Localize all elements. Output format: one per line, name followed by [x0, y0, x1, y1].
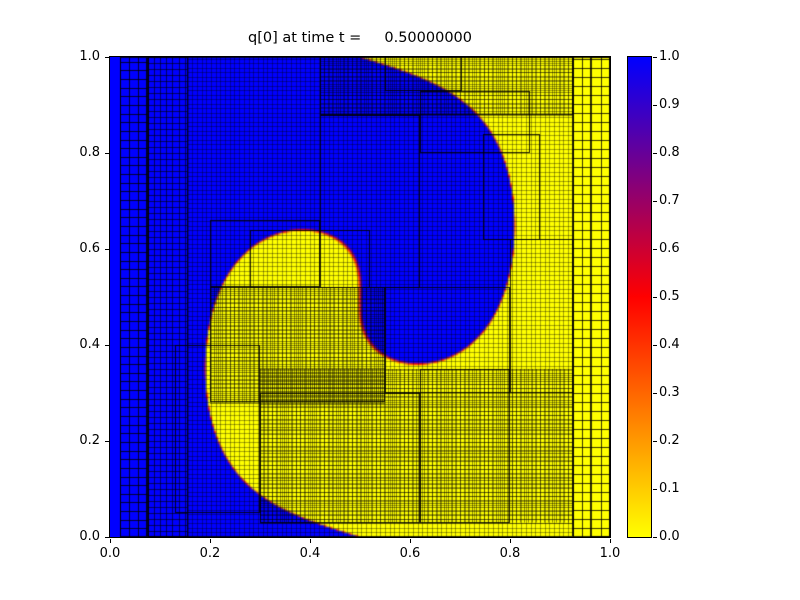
colorbar-tick-label: 0.1 [659, 481, 680, 496]
y-tick-label: 1.0 [79, 49, 100, 64]
colorbar-tick-mark [653, 105, 657, 106]
x-tick-label: 1.0 [599, 546, 621, 561]
plot-axes [109, 56, 611, 538]
y-tick-label: 0.0 [79, 529, 100, 544]
colorbar-tick-label: 0.0 [659, 529, 680, 544]
colorbar-tick-label: 0.8 [659, 145, 680, 160]
y-tick-label: 0.4 [79, 337, 100, 352]
y-tick-mark [105, 57, 109, 58]
x-tick-mark [210, 539, 211, 543]
colorbar-tick-mark [653, 153, 657, 154]
plot-title: q[0] at time t = 0.50000000 [247, 30, 473, 46]
colorbar-tick-mark [653, 489, 657, 490]
colorbar-tick-mark [653, 249, 657, 250]
colorbar-tick-label: 0.5 [659, 289, 680, 304]
x-tick-label: 0.4 [299, 546, 321, 561]
colorbar-tick-label: 0.7 [659, 193, 680, 208]
x-tick-label: 0.2 [199, 546, 221, 561]
y-tick-mark [105, 249, 109, 250]
x-tick-label: 0.0 [99, 546, 121, 561]
y-tick-mark [105, 441, 109, 442]
colorbar [627, 56, 652, 538]
heatmap-field-canvas [110, 57, 610, 537]
colorbar-tick-label: 1.0 [659, 49, 680, 64]
colorbar-tick-mark [653, 201, 657, 202]
colorbar-tick-mark [653, 441, 657, 442]
y-tick-label: 0.6 [79, 241, 100, 256]
y-tick-mark [105, 345, 109, 346]
y-tick-mark [105, 153, 109, 154]
x-tick-label: 0.6 [399, 546, 421, 561]
colorbar-tick-label: 0.2 [659, 433, 680, 448]
colorbar-tick-label: 0.6 [659, 241, 680, 256]
x-tick-mark [610, 539, 611, 543]
y-tick-label: 0.8 [79, 145, 100, 160]
x-tick-mark [510, 539, 511, 543]
colorbar-tick-label: 0.3 [659, 385, 680, 400]
colorbar-tick-mark [653, 393, 657, 394]
colorbar-tick-mark [653, 57, 657, 58]
x-tick-mark [310, 539, 311, 543]
y-tick-label: 0.2 [79, 433, 100, 448]
colorbar-tick-label: 0.9 [659, 97, 680, 112]
x-tick-label: 0.8 [499, 546, 521, 561]
y-tick-mark [105, 537, 109, 538]
x-tick-mark [410, 539, 411, 543]
x-tick-mark [110, 539, 111, 543]
colorbar-tick-mark [653, 537, 657, 538]
colorbar-tick-mark [653, 345, 657, 346]
colorbar-tick-mark [653, 297, 657, 298]
colorbar-tick-label: 0.4 [659, 337, 680, 352]
